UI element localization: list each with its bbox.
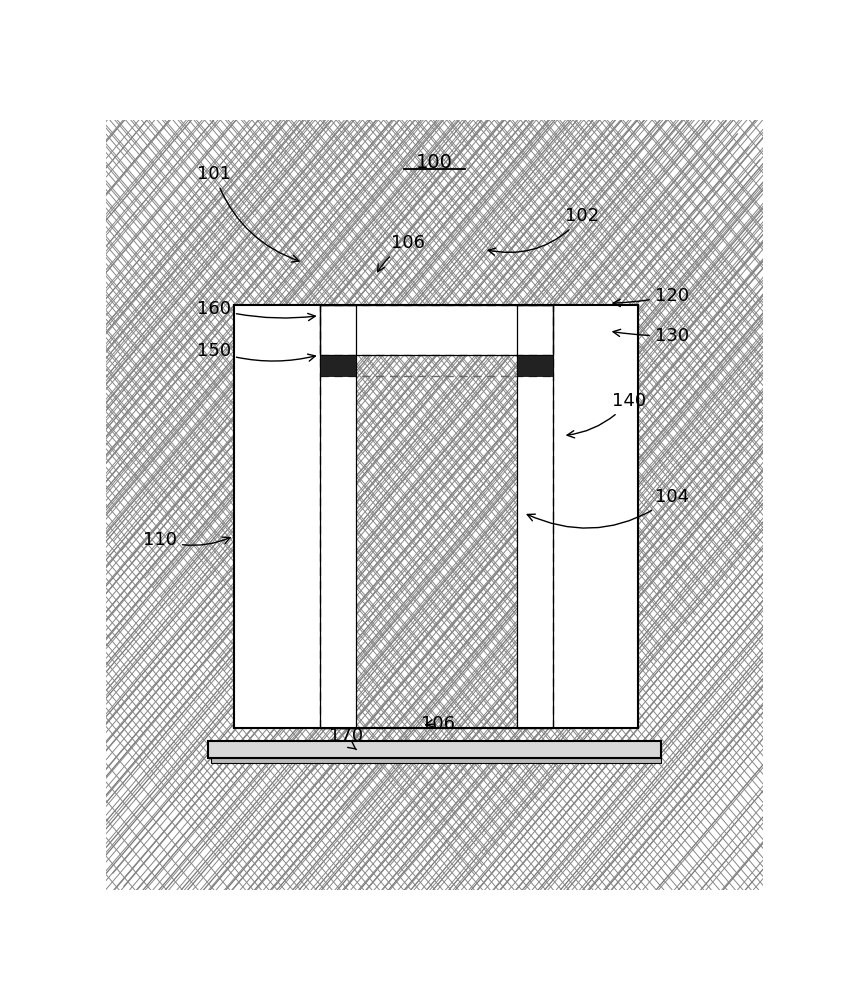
Bar: [211, 758, 661, 763]
Text: 170: 170: [329, 727, 363, 750]
Text: 106: 106: [377, 234, 426, 272]
Bar: [320, 305, 553, 355]
Bar: [320, 305, 356, 728]
Bar: [208, 741, 661, 758]
Text: 101: 101: [198, 165, 299, 262]
Bar: [234, 305, 320, 728]
Text: 140: 140: [567, 392, 646, 438]
Text: 104: 104: [527, 488, 689, 528]
Bar: [320, 305, 553, 355]
Text: 120: 120: [613, 287, 689, 307]
Text: 102: 102: [488, 207, 600, 255]
Text: 130: 130: [613, 327, 689, 345]
Bar: [516, 355, 553, 376]
Bar: [516, 305, 553, 728]
Bar: [234, 305, 639, 728]
Bar: [553, 305, 639, 728]
Bar: [516, 305, 553, 728]
Bar: [320, 305, 356, 728]
Text: 160: 160: [197, 300, 315, 321]
Bar: [234, 305, 639, 728]
Text: 100: 100: [416, 153, 453, 172]
Bar: [320, 355, 356, 376]
Text: 110: 110: [143, 531, 230, 549]
Text: 150: 150: [197, 342, 315, 361]
Text: 106: 106: [421, 715, 455, 733]
